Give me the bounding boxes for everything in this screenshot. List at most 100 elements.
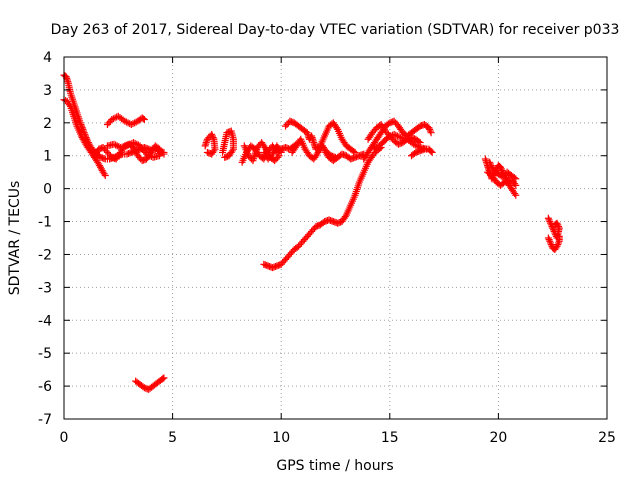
y-tick-label: 0	[43, 182, 52, 198]
data-point	[221, 153, 229, 161]
data-point	[555, 232, 563, 240]
data-point	[101, 171, 109, 179]
x-tick-label: 0	[60, 430, 69, 446]
data-segment	[260, 144, 385, 272]
data-segment	[201, 130, 219, 158]
data-point	[497, 165, 505, 173]
data-point	[510, 174, 518, 182]
data-point	[160, 150, 168, 158]
data-point	[413, 142, 421, 150]
data-point	[76, 119, 84, 127]
data-point	[113, 142, 121, 150]
data-point	[546, 237, 554, 245]
data-point	[156, 152, 164, 160]
data-point	[393, 132, 401, 140]
data-point	[547, 239, 555, 247]
data-point	[551, 221, 559, 229]
data-point	[411, 141, 419, 149]
data-point	[139, 115, 147, 123]
y-tick-label: 3	[43, 83, 52, 99]
data-point	[277, 148, 285, 156]
data-segment	[103, 112, 148, 128]
data-point	[140, 116, 148, 124]
x-tick-label: 10	[272, 430, 290, 446]
data-point	[486, 158, 494, 166]
data-point	[159, 375, 167, 383]
data-segment	[544, 232, 563, 254]
data-point	[555, 224, 563, 232]
data-point	[80, 127, 88, 135]
data-point	[387, 132, 395, 140]
data-segment	[484, 168, 520, 189]
data-point	[109, 115, 117, 123]
data-point	[395, 133, 403, 141]
data-point	[129, 120, 137, 128]
y-axis-label: SDTVAR / TECUs	[7, 181, 23, 296]
data-point	[545, 236, 553, 244]
data-point	[160, 374, 168, 382]
data-point	[143, 150, 151, 158]
data-point	[547, 241, 555, 249]
data-point	[390, 130, 398, 138]
data-point	[341, 213, 349, 221]
data-point	[385, 133, 393, 141]
data-point	[512, 191, 520, 199]
data-point	[100, 170, 108, 178]
data-point	[511, 190, 519, 198]
y-tick-label: -7	[38, 412, 52, 428]
tick-labels: 0 5 10 15 20 25 -7 -6 -5 -4 -3 -2 -1 0 1 2 3 4	[38, 50, 616, 446]
data-point	[144, 151, 152, 159]
data-points	[60, 71, 563, 393]
data-point	[276, 147, 284, 155]
data-segment	[103, 139, 164, 161]
data-point	[425, 124, 433, 132]
data-point	[552, 220, 560, 228]
data-segment	[260, 142, 285, 163]
data-point	[146, 152, 154, 160]
data-point	[124, 119, 132, 127]
data-segment	[132, 374, 168, 393]
data-point	[123, 142, 131, 150]
data-point	[274, 153, 282, 161]
data-point	[131, 139, 139, 147]
data-point	[426, 127, 434, 135]
x-tick-label: 5	[168, 430, 177, 446]
grid-lines	[64, 57, 607, 419]
data-point	[545, 216, 553, 224]
data-point	[512, 181, 520, 189]
data-point	[547, 219, 555, 227]
chart-title: Day 263 of 2017, Sidereal Day-to-day VTE…	[51, 22, 620, 38]
x-axis-label: GPS time / hours	[276, 458, 393, 474]
y-tick-label: -5	[38, 346, 52, 362]
data-point	[209, 134, 217, 142]
data-point	[108, 116, 116, 124]
data-point	[350, 147, 358, 155]
x-tick-label: 20	[489, 430, 507, 446]
y-tick-label: -6	[38, 379, 52, 395]
data-point	[203, 148, 211, 156]
data-segment	[408, 145, 436, 160]
axis-ticks	[63, 56, 608, 420]
data-segment	[60, 96, 109, 179]
data-point	[333, 124, 341, 132]
y-tick-label: -4	[38, 313, 52, 329]
y-tick-label: -3	[38, 280, 52, 296]
data-point	[208, 132, 216, 140]
data-point	[65, 101, 73, 109]
data-point	[546, 218, 554, 226]
data-point	[384, 134, 392, 142]
y-tick-label: -1	[38, 215, 52, 231]
data-point	[110, 140, 118, 148]
data-segment	[282, 117, 359, 156]
x-tick-label: 15	[381, 430, 399, 446]
data-segment	[219, 127, 237, 161]
data-point	[126, 140, 134, 148]
data-point	[486, 160, 494, 168]
data-point	[554, 239, 562, 247]
data-point	[112, 141, 120, 149]
y-tick-label: 2	[43, 116, 52, 132]
data-point	[392, 131, 400, 139]
data-point	[554, 241, 562, 249]
data-point	[426, 125, 434, 133]
